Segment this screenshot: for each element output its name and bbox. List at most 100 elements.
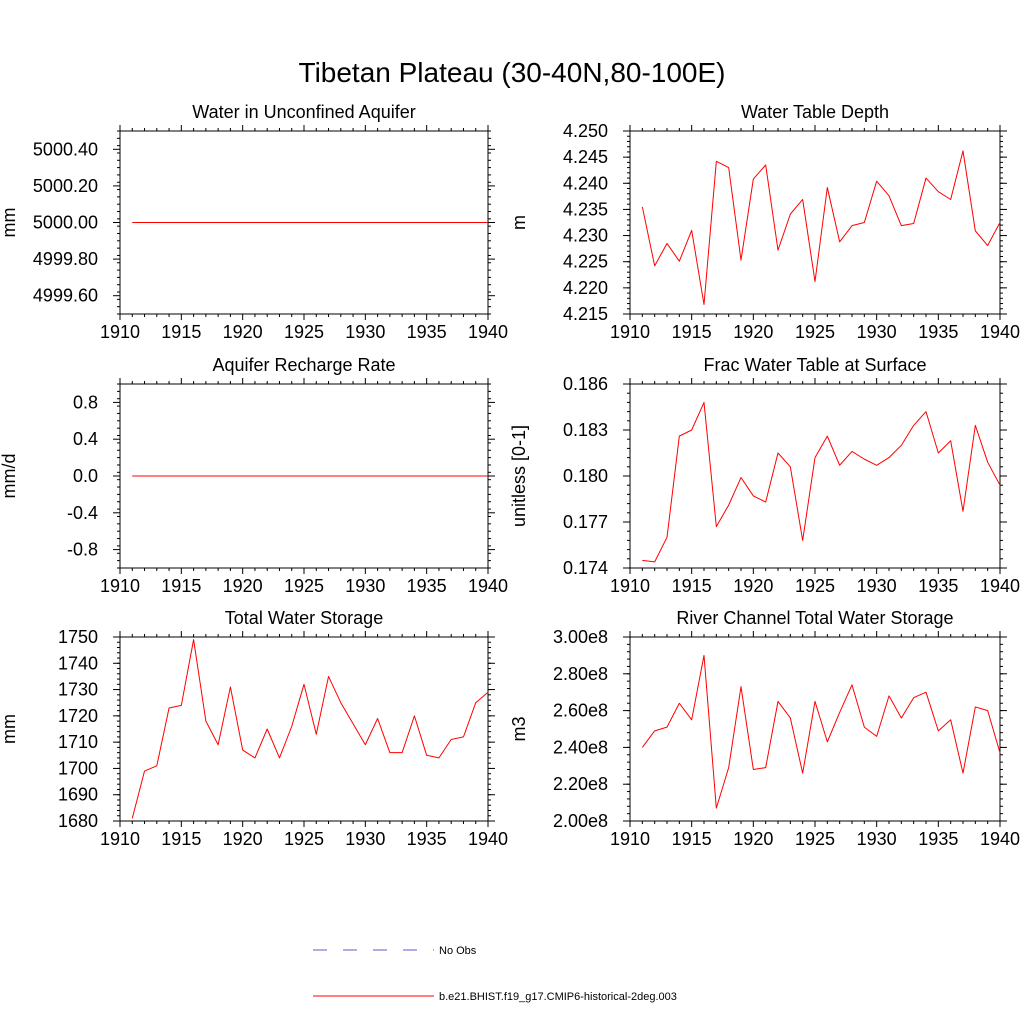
legend-entry: No Obs bbox=[313, 945, 477, 957]
panel-title: Frac Water Table at Surface bbox=[703, 355, 926, 375]
x-tick-label: 1940 bbox=[468, 829, 508, 849]
panel-title: Total Water Storage bbox=[225, 608, 383, 628]
series-line bbox=[131, 639, 489, 819]
y-tick-label: 5000.00 bbox=[33, 213, 98, 233]
y-tick-label: 0.0 bbox=[73, 466, 98, 486]
x-tick-label: 1940 bbox=[980, 829, 1020, 849]
y-tick-label: 0.183 bbox=[563, 420, 608, 440]
y-tick-label: 4.235 bbox=[563, 199, 608, 219]
x-tick-label: 1910 bbox=[100, 322, 140, 342]
y-tick-label: 2.20e8 bbox=[553, 774, 608, 794]
x-tick-label: 1935 bbox=[918, 322, 958, 342]
x-tick-label: 1940 bbox=[468, 576, 508, 596]
x-tick-label: 1930 bbox=[345, 576, 385, 596]
x-tick-label: 1940 bbox=[468, 322, 508, 342]
y-axis-label: unitless [0-1] bbox=[509, 425, 529, 527]
y-tick-label: 2.60e8 bbox=[553, 701, 608, 721]
x-tick-label: 1910 bbox=[610, 829, 650, 849]
x-tick-label: 1940 bbox=[980, 576, 1020, 596]
y-axis-label: m bbox=[509, 215, 529, 230]
legend-label: b.e21.BHIST.f19_g17.CMIP6-historical-2de… bbox=[439, 991, 677, 1003]
panel-4: Frac Water Table at Surface unitless [0-1… bbox=[509, 355, 1020, 596]
x-tick-label: 1910 bbox=[610, 576, 650, 596]
y-tick-label: -0.4 bbox=[67, 503, 98, 523]
panel-1: Water in Unconfined Aquifer mm 1910 1915 192… bbox=[0, 102, 508, 342]
panel-2: Water Table Depth m 1910 1915 1920 1925 1930 19… bbox=[509, 102, 1020, 342]
legend: No Obs b.e21.BHIST.f19_g17.CMIP6-historic… bbox=[313, 945, 677, 1003]
y-tick-label: 4.225 bbox=[563, 252, 608, 272]
x-tick-label: 1920 bbox=[733, 829, 773, 849]
y-tick-label: 4999.80 bbox=[33, 249, 98, 269]
x-tick-label: 1930 bbox=[857, 829, 897, 849]
legend-label: No Obs bbox=[439, 945, 477, 957]
x-tick-label: 1925 bbox=[284, 322, 324, 342]
x-tick-label: 1920 bbox=[733, 322, 773, 342]
series-line bbox=[641, 150, 1001, 306]
x-tick-label: 1915 bbox=[161, 322, 201, 342]
y-tick-label: 5000.20 bbox=[33, 176, 98, 196]
y-tick-label: 4.220 bbox=[563, 278, 608, 298]
x-tick-label: 1925 bbox=[795, 829, 835, 849]
y-tick-label: 0.180 bbox=[563, 466, 608, 486]
x-tick-label: 1940 bbox=[980, 322, 1020, 342]
y-tick-label: 5000.40 bbox=[33, 139, 98, 159]
y-tick-label: 1730 bbox=[58, 680, 98, 700]
y-axis-label: mm bbox=[0, 714, 19, 744]
y-tick-label: 4.230 bbox=[563, 226, 608, 246]
y-tick-label: 2.80e8 bbox=[553, 664, 608, 684]
x-tick-label: 1915 bbox=[672, 576, 712, 596]
y-tick-label: 0.8 bbox=[73, 392, 98, 412]
figure-title: Tibetan Plateau (30-40N,80-100E) bbox=[299, 57, 726, 88]
series-line bbox=[641, 654, 1001, 809]
x-tick-label: 1915 bbox=[672, 829, 712, 849]
y-tick-label: 4.240 bbox=[563, 173, 608, 193]
x-tick-label: 1920 bbox=[223, 322, 263, 342]
y-axis-label: m3 bbox=[509, 716, 529, 741]
x-tick-label: 1930 bbox=[345, 829, 385, 849]
y-tick-label: 2.40e8 bbox=[553, 737, 608, 757]
x-tick-label: 1935 bbox=[407, 576, 447, 596]
x-tick-label: 1930 bbox=[857, 576, 897, 596]
y-tick-label: 4.250 bbox=[563, 121, 608, 141]
x-tick-label: 1930 bbox=[345, 322, 385, 342]
y-tick-label: 3.00e8 bbox=[553, 627, 608, 647]
x-tick-label: 1910 bbox=[610, 322, 650, 342]
series-line bbox=[642, 401, 1001, 563]
x-tick-label: 1935 bbox=[407, 829, 447, 849]
y-tick-label: 4.245 bbox=[563, 147, 608, 167]
x-tick-label: 1925 bbox=[795, 322, 835, 342]
legend-entry: b.e21.BHIST.f19_g17.CMIP6-historical-2de… bbox=[313, 991, 677, 1003]
x-tick-label: 1925 bbox=[284, 829, 324, 849]
x-tick-label: 1910 bbox=[100, 829, 140, 849]
x-tick-label: 1935 bbox=[407, 322, 447, 342]
y-tick-label: 2.00e8 bbox=[553, 811, 608, 831]
panel-6: River Channel Total Water Storage m3 1910 1… bbox=[509, 608, 1020, 849]
y-axis-label: mm bbox=[0, 208, 19, 238]
panel-5: Total Water Storage mm 1910 1915 1920 1925 193… bbox=[0, 608, 508, 849]
x-tick-label: 1925 bbox=[284, 576, 324, 596]
panel-title: River Channel Total Water Storage bbox=[676, 608, 953, 628]
y-tick-label: 4.215 bbox=[563, 304, 608, 324]
y-tick-label: 0.4 bbox=[73, 429, 98, 449]
y-tick-label: 1750 bbox=[58, 627, 98, 647]
panel-title: Water Table Depth bbox=[741, 102, 889, 122]
panel-title: Aquifer Recharge Rate bbox=[212, 355, 395, 375]
x-tick-label: 1930 bbox=[857, 322, 897, 342]
x-tick-label: 1920 bbox=[223, 576, 263, 596]
y-tick-label: 0.174 bbox=[563, 558, 608, 578]
y-tick-label: 1740 bbox=[58, 653, 98, 673]
panel-title: Water in Unconfined Aquifer bbox=[192, 102, 415, 122]
y-tick-label: -0.8 bbox=[67, 540, 98, 560]
y-tick-label: 1700 bbox=[58, 758, 98, 778]
x-tick-label: 1915 bbox=[161, 576, 201, 596]
y-tick-label: 4999.60 bbox=[33, 286, 98, 306]
y-tick-label: 0.177 bbox=[563, 512, 608, 532]
x-tick-label: 1920 bbox=[733, 576, 773, 596]
y-axis-label: mm/d bbox=[0, 454, 19, 499]
y-tick-label: 1680 bbox=[58, 811, 98, 831]
x-tick-label: 1925 bbox=[795, 576, 835, 596]
x-tick-label: 1935 bbox=[918, 576, 958, 596]
y-tick-label: 0.186 bbox=[563, 374, 608, 394]
panel-3: Aquifer Recharge Rate mm/d 1910 1915 1920 192… bbox=[0, 355, 508, 596]
